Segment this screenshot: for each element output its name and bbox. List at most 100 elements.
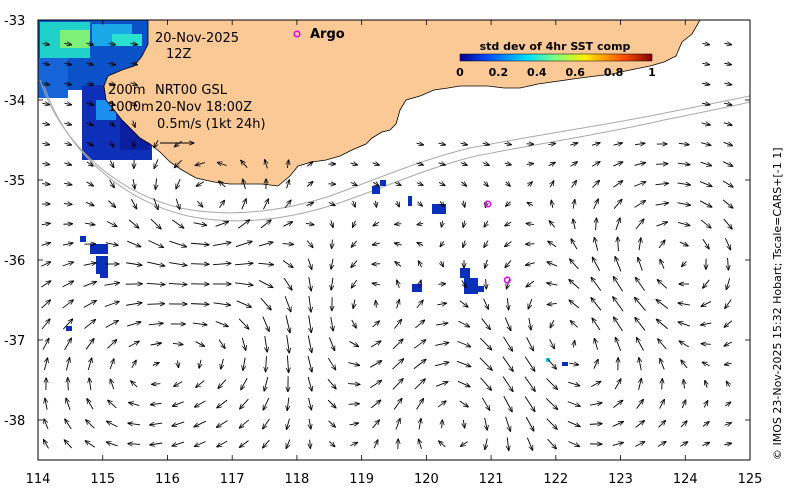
current-arrow — [526, 437, 532, 451]
current-arrow — [215, 222, 229, 227]
current-arrow — [263, 418, 270, 429]
current-arrow — [86, 182, 94, 186]
current-arrow — [505, 260, 512, 267]
current-arrow — [153, 198, 158, 209]
current-arrow — [107, 340, 116, 349]
current-arrow — [219, 200, 224, 208]
current-arrow — [372, 321, 380, 328]
current-arrow — [128, 423, 141, 425]
y-tick-label: -33 — [4, 14, 25, 29]
current-arrow — [660, 259, 665, 269]
current-arrow — [678, 322, 690, 327]
current-arrow — [213, 242, 231, 247]
current-arrow — [438, 163, 446, 165]
current-arrow — [636, 399, 644, 409]
current-arrow — [133, 120, 135, 128]
current-arrow — [657, 280, 668, 289]
current-arrow — [374, 440, 378, 449]
current-arrow — [175, 198, 180, 210]
current-arrow — [484, 220, 488, 227]
current-arrow — [438, 182, 445, 185]
current-arrow — [418, 439, 421, 449]
current-arrow — [506, 182, 510, 187]
sst-scattered-pixels — [66, 180, 568, 366]
current-arrow — [546, 398, 557, 409]
current-arrow — [42, 123, 49, 124]
current-arrow — [677, 203, 690, 206]
current-arrow — [130, 83, 138, 85]
current-arrow — [570, 143, 577, 145]
current-arrow — [525, 263, 535, 266]
current-arrow — [591, 143, 600, 146]
current-arrow — [592, 257, 601, 271]
current-arrow — [524, 396, 535, 412]
current-arrow — [108, 83, 116, 85]
current-arrow — [283, 222, 292, 227]
argo-float-marker — [503, 276, 511, 284]
current-arrow — [131, 381, 138, 388]
current-arrow — [656, 319, 668, 330]
current-arrow — [266, 356, 267, 372]
current-arrow — [591, 277, 602, 291]
current-arrow — [349, 341, 358, 346]
current-arrow — [702, 422, 709, 427]
current-arrow — [147, 261, 165, 266]
current-arrow — [502, 376, 513, 392]
current-arrow — [397, 300, 400, 309]
current-arrow — [485, 417, 488, 430]
current-arrow — [618, 237, 619, 252]
current-arrow — [569, 363, 578, 365]
current-arrow — [699, 200, 712, 207]
current-arrow — [589, 424, 602, 425]
current-arrow — [370, 341, 381, 348]
current-arrow — [62, 262, 74, 267]
current-arrow — [395, 419, 400, 430]
current-arrow — [172, 441, 185, 446]
current-arrow — [722, 180, 733, 187]
current-arrow — [437, 401, 446, 408]
current-arrow — [612, 442, 624, 445]
current-arrow — [724, 402, 731, 406]
x-tick-label: 116 — [155, 472, 180, 487]
current-arrow — [41, 243, 51, 246]
current-arrow — [110, 379, 113, 390]
current-arrow — [212, 263, 231, 264]
current-arrow — [42, 163, 49, 164]
isobath-1000m — [43, 85, 750, 222]
current-arrow — [331, 277, 333, 290]
current-arrow — [680, 421, 687, 428]
current-arrow — [193, 223, 207, 226]
argo-floats — [484, 200, 511, 284]
current-arrow — [150, 423, 163, 425]
current-arrow — [235, 241, 252, 248]
current-arrow — [353, 299, 355, 309]
current-arrow — [241, 337, 245, 351]
current-arrow — [678, 163, 690, 165]
current-arrow — [328, 420, 336, 427]
current-arrow — [309, 418, 311, 429]
current-arrow — [265, 335, 267, 352]
current-arrow — [64, 338, 72, 351]
current-arrow — [419, 280, 421, 288]
current-arrow — [416, 300, 423, 309]
current-arrow — [85, 441, 96, 448]
current-arrow — [370, 361, 381, 368]
current-arrow — [438, 143, 446, 145]
current-arrow — [548, 241, 557, 248]
current-arrow — [287, 355, 288, 372]
current-arrow — [416, 143, 424, 145]
current-arrow — [723, 123, 732, 126]
current-arrow — [194, 400, 206, 407]
current-arrow — [328, 337, 334, 350]
date-label: 20-Nov-2025 — [155, 31, 239, 46]
current-arrow — [192, 323, 207, 325]
current-arrow — [417, 242, 424, 245]
current-arrow — [682, 400, 686, 409]
current-arrow — [613, 181, 622, 188]
current-arrow — [213, 303, 230, 305]
current-arrow — [482, 143, 490, 145]
current-arrow — [155, 178, 156, 190]
current-arrow — [41, 300, 51, 309]
current-arrow — [392, 379, 403, 390]
current-arrow — [397, 200, 400, 207]
